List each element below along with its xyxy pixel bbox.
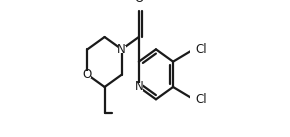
FancyBboxPatch shape [135, 2, 143, 9]
FancyBboxPatch shape [190, 96, 200, 103]
FancyBboxPatch shape [118, 45, 126, 53]
Text: O: O [134, 0, 144, 5]
FancyBboxPatch shape [190, 45, 200, 53]
FancyBboxPatch shape [84, 71, 91, 78]
Text: O: O [83, 68, 92, 81]
FancyBboxPatch shape [135, 83, 143, 91]
Text: N: N [135, 81, 143, 93]
Text: Cl: Cl [195, 93, 207, 106]
Text: N: N [117, 43, 126, 56]
Text: Cl: Cl [195, 43, 207, 56]
